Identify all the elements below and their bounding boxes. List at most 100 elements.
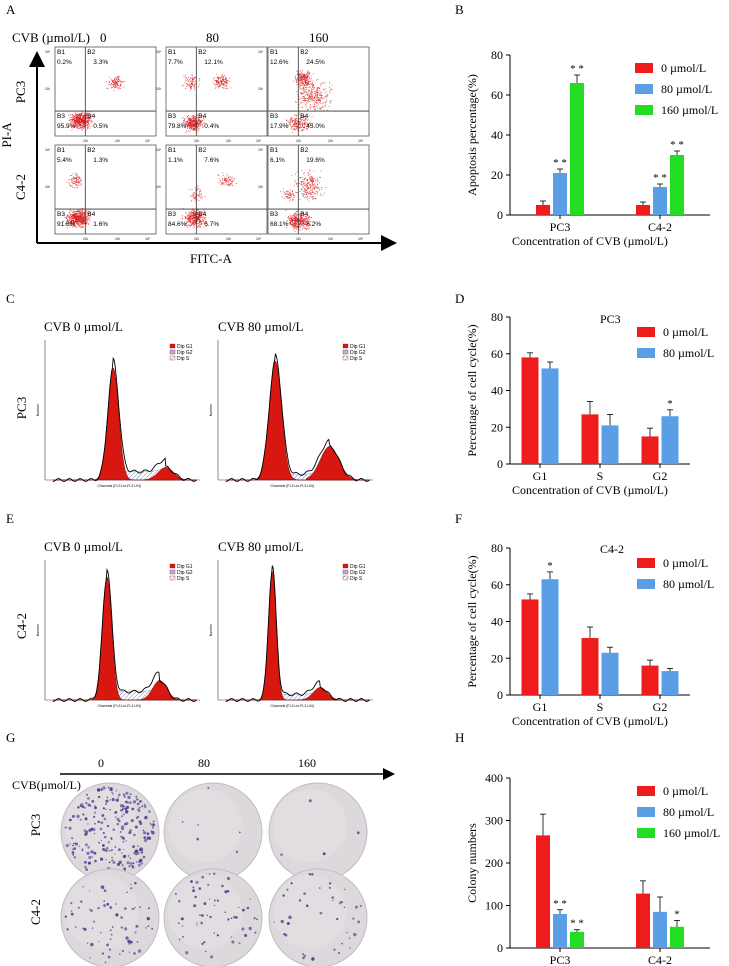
event-dot xyxy=(316,190,318,192)
event-dot xyxy=(71,185,73,187)
colony xyxy=(353,932,357,937)
dish-highlight xyxy=(273,875,347,949)
event-dot xyxy=(306,84,308,86)
event-dot xyxy=(308,97,310,98)
tick-label: 10³ xyxy=(226,237,232,241)
tick-label: 10³ xyxy=(258,185,264,189)
event-dot xyxy=(221,182,223,184)
event-dot xyxy=(197,223,199,225)
y-axis-label: Number xyxy=(36,403,40,416)
event-dot xyxy=(319,98,321,99)
event-dot xyxy=(308,99,310,101)
quadrant-b1: B1 xyxy=(270,49,278,56)
event-dot xyxy=(193,227,194,229)
panel-d-label: D xyxy=(455,291,464,306)
event-dot xyxy=(290,217,292,219)
event-dot xyxy=(189,90,191,92)
event-dot xyxy=(75,119,77,121)
event-dot xyxy=(192,83,194,85)
event-dot xyxy=(304,216,306,217)
event-dot xyxy=(116,80,118,82)
tick-label: 10⁴ xyxy=(45,50,51,54)
event-dot xyxy=(191,127,193,129)
event-dot xyxy=(314,184,316,186)
event-dot xyxy=(196,190,198,191)
colony xyxy=(238,906,240,909)
event-dot xyxy=(74,120,76,122)
event-dot xyxy=(307,92,309,94)
event-dot xyxy=(310,92,312,94)
event-dot xyxy=(299,118,301,120)
event-dot xyxy=(294,225,296,227)
colony xyxy=(89,805,92,807)
event-dot xyxy=(299,78,301,80)
event-dot xyxy=(71,118,73,120)
event-dot xyxy=(85,216,87,218)
event-dot xyxy=(87,216,88,218)
event-dot xyxy=(85,125,87,127)
event-dot xyxy=(219,84,220,86)
event-dot xyxy=(71,215,73,217)
colony xyxy=(207,786,210,790)
event-dot xyxy=(221,87,223,88)
event-dot xyxy=(303,122,305,124)
event-dot xyxy=(319,99,320,101)
event-dot xyxy=(73,223,75,225)
event-dot xyxy=(303,183,304,185)
event-dot xyxy=(295,126,297,128)
event-dot xyxy=(83,116,85,118)
event-dot xyxy=(320,91,322,93)
event-dot xyxy=(67,214,69,216)
colony xyxy=(357,920,360,924)
event-dot xyxy=(304,84,306,85)
event-dot xyxy=(303,214,305,216)
event-dot xyxy=(308,84,309,85)
event-dot xyxy=(303,172,305,174)
colony xyxy=(139,906,141,909)
event-dot xyxy=(189,127,190,129)
event-dot xyxy=(301,92,303,94)
event-dot xyxy=(198,129,200,131)
event-dot xyxy=(71,217,73,218)
event-dot xyxy=(218,77,220,79)
event-dot xyxy=(311,189,313,190)
event-dot xyxy=(76,125,78,126)
event-dot xyxy=(187,125,188,127)
event-dot xyxy=(285,210,287,211)
event-dot xyxy=(296,192,298,193)
colony xyxy=(104,961,107,964)
event-dot xyxy=(74,221,76,222)
event-dot xyxy=(199,191,201,192)
event-dot xyxy=(191,215,192,217)
colony xyxy=(149,822,152,825)
colony xyxy=(181,925,184,927)
event-dot xyxy=(310,78,312,79)
event-dot xyxy=(192,116,194,118)
event-dot xyxy=(117,76,119,78)
x-tick-label: PC3 xyxy=(550,220,571,234)
event-dot xyxy=(87,128,89,129)
event-dot xyxy=(192,78,194,80)
event-dot xyxy=(191,128,193,130)
event-dot xyxy=(218,177,220,179)
colony xyxy=(130,940,133,944)
event-dot xyxy=(287,216,289,218)
event-dot xyxy=(192,191,194,193)
event-dot xyxy=(198,127,200,129)
event-dot xyxy=(194,83,196,85)
event-dot xyxy=(199,223,201,225)
event-dot xyxy=(83,215,85,217)
colony xyxy=(142,855,146,859)
event-dot xyxy=(86,223,87,225)
bar-0-mol-l-c4-2 xyxy=(636,893,650,948)
event-dot xyxy=(118,84,120,86)
colony xyxy=(213,904,216,907)
event-dot xyxy=(320,177,321,178)
event-dot xyxy=(114,83,115,85)
event-dot xyxy=(183,120,184,121)
y-axis-label: Number xyxy=(36,623,40,636)
event-dot xyxy=(80,223,82,225)
event-dot xyxy=(74,122,76,124)
event-dot xyxy=(89,113,91,115)
